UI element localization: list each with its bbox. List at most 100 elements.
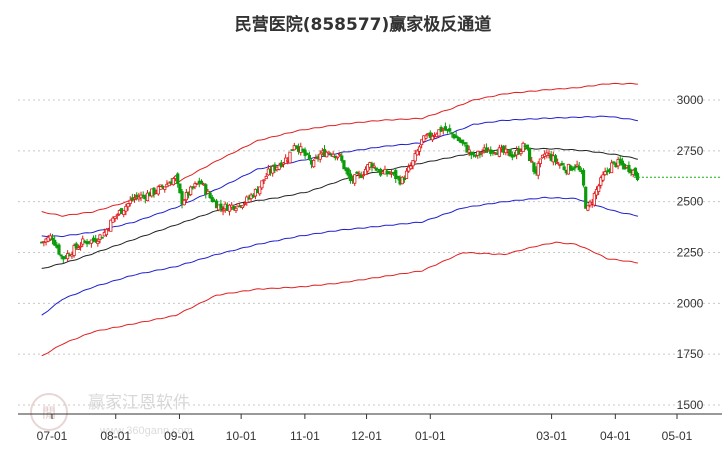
- candle: [448, 124, 452, 133]
- candle: [461, 139, 465, 146]
- candle: [601, 171, 605, 183]
- candle: [243, 201, 247, 207]
- candle: [635, 171, 640, 182]
- candle: [312, 158, 316, 169]
- candle: [512, 151, 517, 158]
- candle: [191, 186, 195, 190]
- candle: [586, 205, 590, 212]
- x-tick-label: 07-01: [37, 429, 68, 443]
- candle: [597, 183, 601, 195]
- candle: [594, 186, 599, 200]
- x-tick-label: 08-01: [100, 429, 131, 443]
- candle: [104, 228, 109, 237]
- candle: [394, 167, 398, 183]
- candle: [292, 142, 296, 151]
- candle: [135, 192, 139, 201]
- candle: [353, 174, 357, 187]
- candle: [530, 156, 534, 163]
- y-tick-label: 2250: [677, 246, 704, 260]
- candle: [318, 150, 322, 163]
- candle: [132, 194, 137, 203]
- candle: [508, 148, 512, 157]
- candle: [521, 141, 525, 153]
- channels: [41, 82, 638, 357]
- x-tick-label: 09-01: [164, 429, 195, 443]
- candle: [227, 203, 232, 216]
- candle: [182, 198, 186, 206]
- x-tick-label: 05-01: [662, 429, 693, 443]
- candle: [400, 175, 404, 185]
- candle: [50, 233, 55, 245]
- candle: [532, 162, 536, 175]
- candle: [469, 151, 473, 160]
- candle: [443, 122, 448, 131]
- y-tick-label: 2750: [677, 144, 704, 158]
- x-tick-label: 03-01: [536, 429, 567, 443]
- candle: [307, 151, 312, 161]
- candle: [264, 172, 268, 180]
- candle: [465, 142, 469, 153]
- candle: [72, 243, 76, 258]
- candle: [53, 235, 57, 246]
- candle: [424, 133, 428, 140]
- candle: [234, 206, 238, 214]
- candle: [78, 242, 83, 251]
- channel-line-lower: [41, 196, 638, 316]
- candle: [176, 172, 180, 188]
- candle: [413, 149, 417, 163]
- watermark-logo-icon: [30, 393, 68, 431]
- candle: [111, 216, 115, 223]
- candle: [603, 167, 607, 176]
- candle: [260, 180, 264, 191]
- candle: [199, 179, 204, 185]
- candle: [519, 149, 523, 157]
- candle: [195, 182, 199, 185]
- candle: [471, 151, 476, 158]
- candle: [478, 152, 482, 159]
- candle: [262, 179, 266, 185]
- candle: [210, 194, 214, 203]
- y-tick-label: 3000: [677, 93, 704, 107]
- candle: [363, 166, 368, 176]
- candle: [305, 152, 309, 156]
- candle: [620, 157, 625, 170]
- candle: [577, 162, 581, 172]
- candle: [340, 151, 344, 163]
- candle: [454, 131, 458, 139]
- candle: [48, 233, 52, 242]
- candle: [232, 205, 236, 211]
- candle: [219, 199, 223, 213]
- candle: [420, 139, 424, 149]
- candle: [180, 188, 184, 209]
- candle: [355, 171, 359, 174]
- candle: [59, 254, 63, 260]
- candle: [361, 171, 365, 180]
- candle: [249, 192, 253, 203]
- candle: [536, 161, 540, 180]
- candle: [573, 164, 577, 172]
- candle: [206, 188, 210, 194]
- candle: [538, 158, 542, 168]
- candle: [348, 169, 353, 184]
- candle: [417, 144, 422, 156]
- candle: [325, 150, 329, 158]
- candle: [145, 190, 150, 202]
- candle: [126, 202, 130, 211]
- candle: [208, 190, 212, 199]
- x-tick-label: 12-01: [351, 429, 382, 443]
- candle: [94, 234, 98, 244]
- candle: [163, 186, 167, 193]
- candle: [156, 185, 160, 196]
- candle: [338, 152, 342, 157]
- candle: [553, 153, 558, 166]
- candle: [240, 205, 245, 210]
- candle: [189, 185, 193, 197]
- candle: [575, 160, 579, 168]
- candle: [592, 191, 596, 207]
- chart-title: 民营医院(858577)赢家极反通道: [234, 15, 492, 35]
- candle: [525, 144, 530, 151]
- candle: [141, 191, 145, 200]
- candle: [357, 170, 361, 179]
- watermark-text: 赢家江恩软件: [88, 393, 190, 413]
- candle: [497, 144, 501, 158]
